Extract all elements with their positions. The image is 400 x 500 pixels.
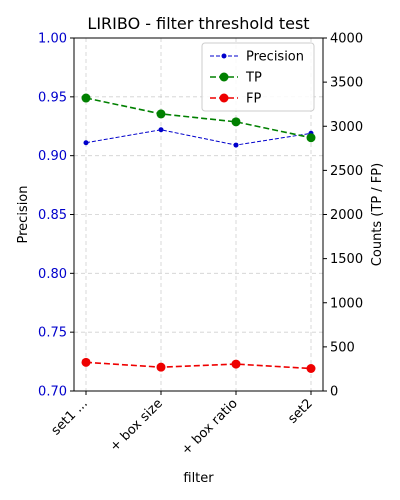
y-right-tick-label: 1000 [330,296,363,311]
y-left-tick-label: 0.70 [38,385,67,400]
data-point-fp [306,363,316,373]
y-right-tick-label: 3000 [330,120,363,135]
y-right-tick-label: 500 [330,340,355,355]
series-line-fp [85,361,312,370]
y-right-tick-label: 3500 [330,76,363,91]
data-point-tp [81,93,91,103]
legend-label: FP [246,92,261,107]
legend-label: TP [245,71,262,86]
series-line-tp [85,97,312,139]
y-right-tick-label: 1500 [330,252,363,267]
series-line-precision [85,129,312,146]
x-tick-label: set2 [285,396,316,427]
legend: Precision TP FP [201,42,315,112]
y-axis-left-title: Precision [16,185,31,243]
data-point-tp [306,133,316,143]
data-point-fp [156,362,166,372]
legend-marker [219,93,229,103]
x-tick-label: set1 ... [49,396,91,438]
y-left-tick-label: 0.95 [38,90,67,105]
legend-marker [221,53,227,59]
y-right-tick-label: 2000 [330,208,363,223]
data-point-tp [231,117,241,127]
y-right-tick-label: 0 [330,385,338,400]
y-right-tick-label: 2500 [330,164,363,179]
y-axis-right-title: Counts (TP / FP) [370,163,385,266]
y-right-tick-label: 4000 [330,32,363,47]
legend-box [201,42,315,112]
legend-marker [219,72,229,82]
chart-title: LIRIBO - filter threshold test [87,14,309,33]
y-left-tick-label: 0.90 [38,149,67,164]
y-left-tick-label: 1.00 [38,32,67,47]
data-point-precision [83,140,89,146]
series-layer [81,93,316,373]
legend-label: Precision [246,50,304,65]
data-point-tp [156,109,166,119]
x-tick-label: + box ratio [179,396,241,458]
data-point-fp [81,357,91,367]
data-point-precision [233,142,239,148]
y-left-tick-label: 0.80 [38,267,67,282]
y-left-tick-label: 0.85 [38,208,67,223]
x-tick-label: + box size [107,396,166,455]
data-point-fp [231,359,241,369]
y-left-tick-label: 0.75 [38,326,67,341]
x-axis-title: filter [183,471,214,486]
data-point-precision [158,127,164,133]
